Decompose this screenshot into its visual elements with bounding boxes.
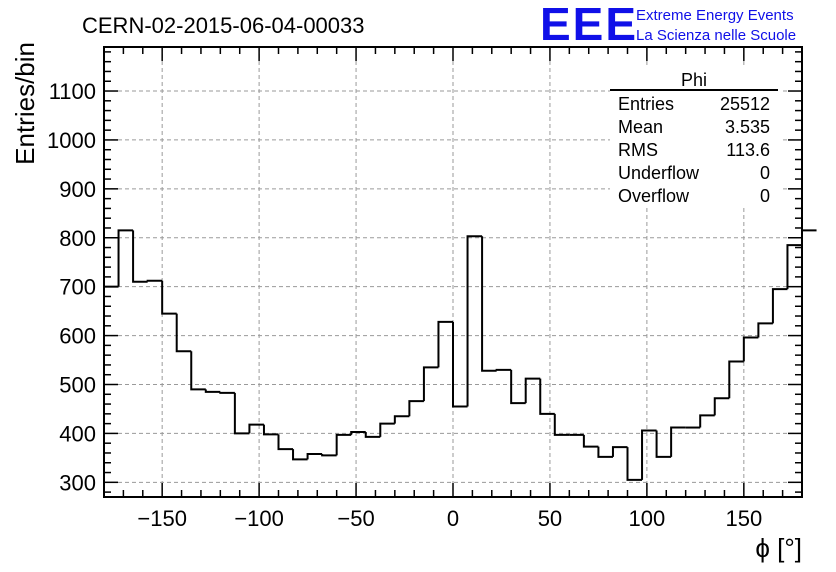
histogram-bin <box>728 360 744 399</box>
y-axis-title: Entries/bin <box>10 42 40 165</box>
x-tick-label: −50 <box>337 506 374 531</box>
histogram-series <box>104 229 817 481</box>
histogram-bin <box>452 321 468 408</box>
histogram-bin <box>262 424 279 436</box>
histogram-bin <box>321 453 337 457</box>
histogram-bin <box>641 429 657 480</box>
histogram-bin <box>190 351 206 391</box>
histogram-bin <box>524 377 541 404</box>
histogram-bin <box>539 378 555 415</box>
stats-value-entries: 25512 <box>720 94 770 114</box>
histogram-bin <box>292 449 308 461</box>
histogram-bin <box>801 229 817 246</box>
histogram-bin <box>437 320 453 368</box>
grid-lines <box>104 47 802 497</box>
stats-label-mean: Mean <box>618 117 663 137</box>
y-tick-label: 700 <box>59 275 96 300</box>
histogram-bin <box>350 430 366 435</box>
y-tick-label: 1000 <box>47 128 96 153</box>
x-tick-label: −150 <box>137 506 187 531</box>
y-tick-label: 300 <box>59 470 96 495</box>
histogram-bin <box>408 400 424 417</box>
stats-value-underflow: 0 <box>760 163 770 183</box>
histogram-bin <box>248 423 264 434</box>
stats-label-rms: RMS <box>618 140 658 160</box>
histogram-bin <box>379 422 395 437</box>
stats-label-overflow: Overflow <box>618 186 690 206</box>
histogram-bin <box>161 280 177 315</box>
stats-value-rms: 113.6 <box>726 140 770 160</box>
x-tick-label: 0 <box>447 506 459 531</box>
y-tick-label: 800 <box>59 226 96 251</box>
histogram-bin <box>481 236 497 372</box>
histogram-bin <box>393 415 410 424</box>
stats-box: Phi Entries 25512 Mean 3.535 RMS 113.6 U… <box>610 68 780 208</box>
x-axis-ticks: −150 −100 −50 0 50 100 150 <box>122 47 784 531</box>
histogram-bin <box>771 288 788 324</box>
x-tick-label: −100 <box>234 506 284 531</box>
logo-line-2: La Scienza nelle Scuole <box>636 27 796 44</box>
histogram-bin <box>699 414 715 428</box>
histogram-bin <box>786 244 802 290</box>
histogram-bin <box>364 431 381 438</box>
histogram-bin <box>233 392 250 435</box>
y-tick-label: 900 <box>59 177 96 202</box>
histogram-bin <box>553 413 570 436</box>
histogram-bin <box>495 368 512 371</box>
histogram-bin <box>626 447 643 481</box>
y-axis-ticks: 300 400 500 600 700 800 900 1000 1100 <box>47 51 802 495</box>
x-tick-label: 100 <box>629 506 666 531</box>
x-axis-title: ϕ [°] <box>755 533 802 563</box>
histogram-bin <box>117 229 134 287</box>
histogram-bin <box>277 434 294 451</box>
y-tick-label: 1100 <box>49 79 96 104</box>
histogram-bin <box>713 397 730 416</box>
eee-logo: EEE <box>540 0 638 50</box>
histogram-bin <box>422 366 439 402</box>
x-tick-label: 50 <box>538 506 562 531</box>
histogram-bin <box>582 434 599 448</box>
y-tick-label: 600 <box>59 324 96 349</box>
stats-title: Phi <box>681 70 707 90</box>
histogram-bin <box>204 389 221 393</box>
histogram-bin <box>466 235 483 407</box>
y-tick-label: 500 <box>59 373 96 398</box>
histogram-bin <box>670 426 686 457</box>
stats-label-entries: Entries <box>618 94 674 114</box>
logo-line-1: Extreme Energy Events <box>636 7 794 24</box>
stats-value-mean: 3.535 <box>725 117 770 137</box>
x-tick-label: 150 <box>725 506 762 531</box>
histogram-bin <box>146 279 163 282</box>
chart-title: CERN-02-2015-06-04-00033 <box>82 13 365 38</box>
histogram-bin <box>655 430 672 458</box>
histogram-bin <box>510 369 526 405</box>
histogram-bin <box>175 313 192 353</box>
stats-label-underflow: Underflow <box>618 163 700 183</box>
histogram-bin <box>306 452 323 460</box>
stats-value-overflow: 0 <box>760 186 770 206</box>
histogram-bin <box>611 446 628 457</box>
y-tick-label: 400 <box>59 421 96 446</box>
histogram-bin <box>335 433 352 456</box>
histogram-bin <box>597 446 613 458</box>
histogram-bin <box>742 336 759 362</box>
histogram-bin <box>132 230 148 283</box>
histogram-bin <box>219 391 235 394</box>
histogram-bin <box>757 322 773 338</box>
